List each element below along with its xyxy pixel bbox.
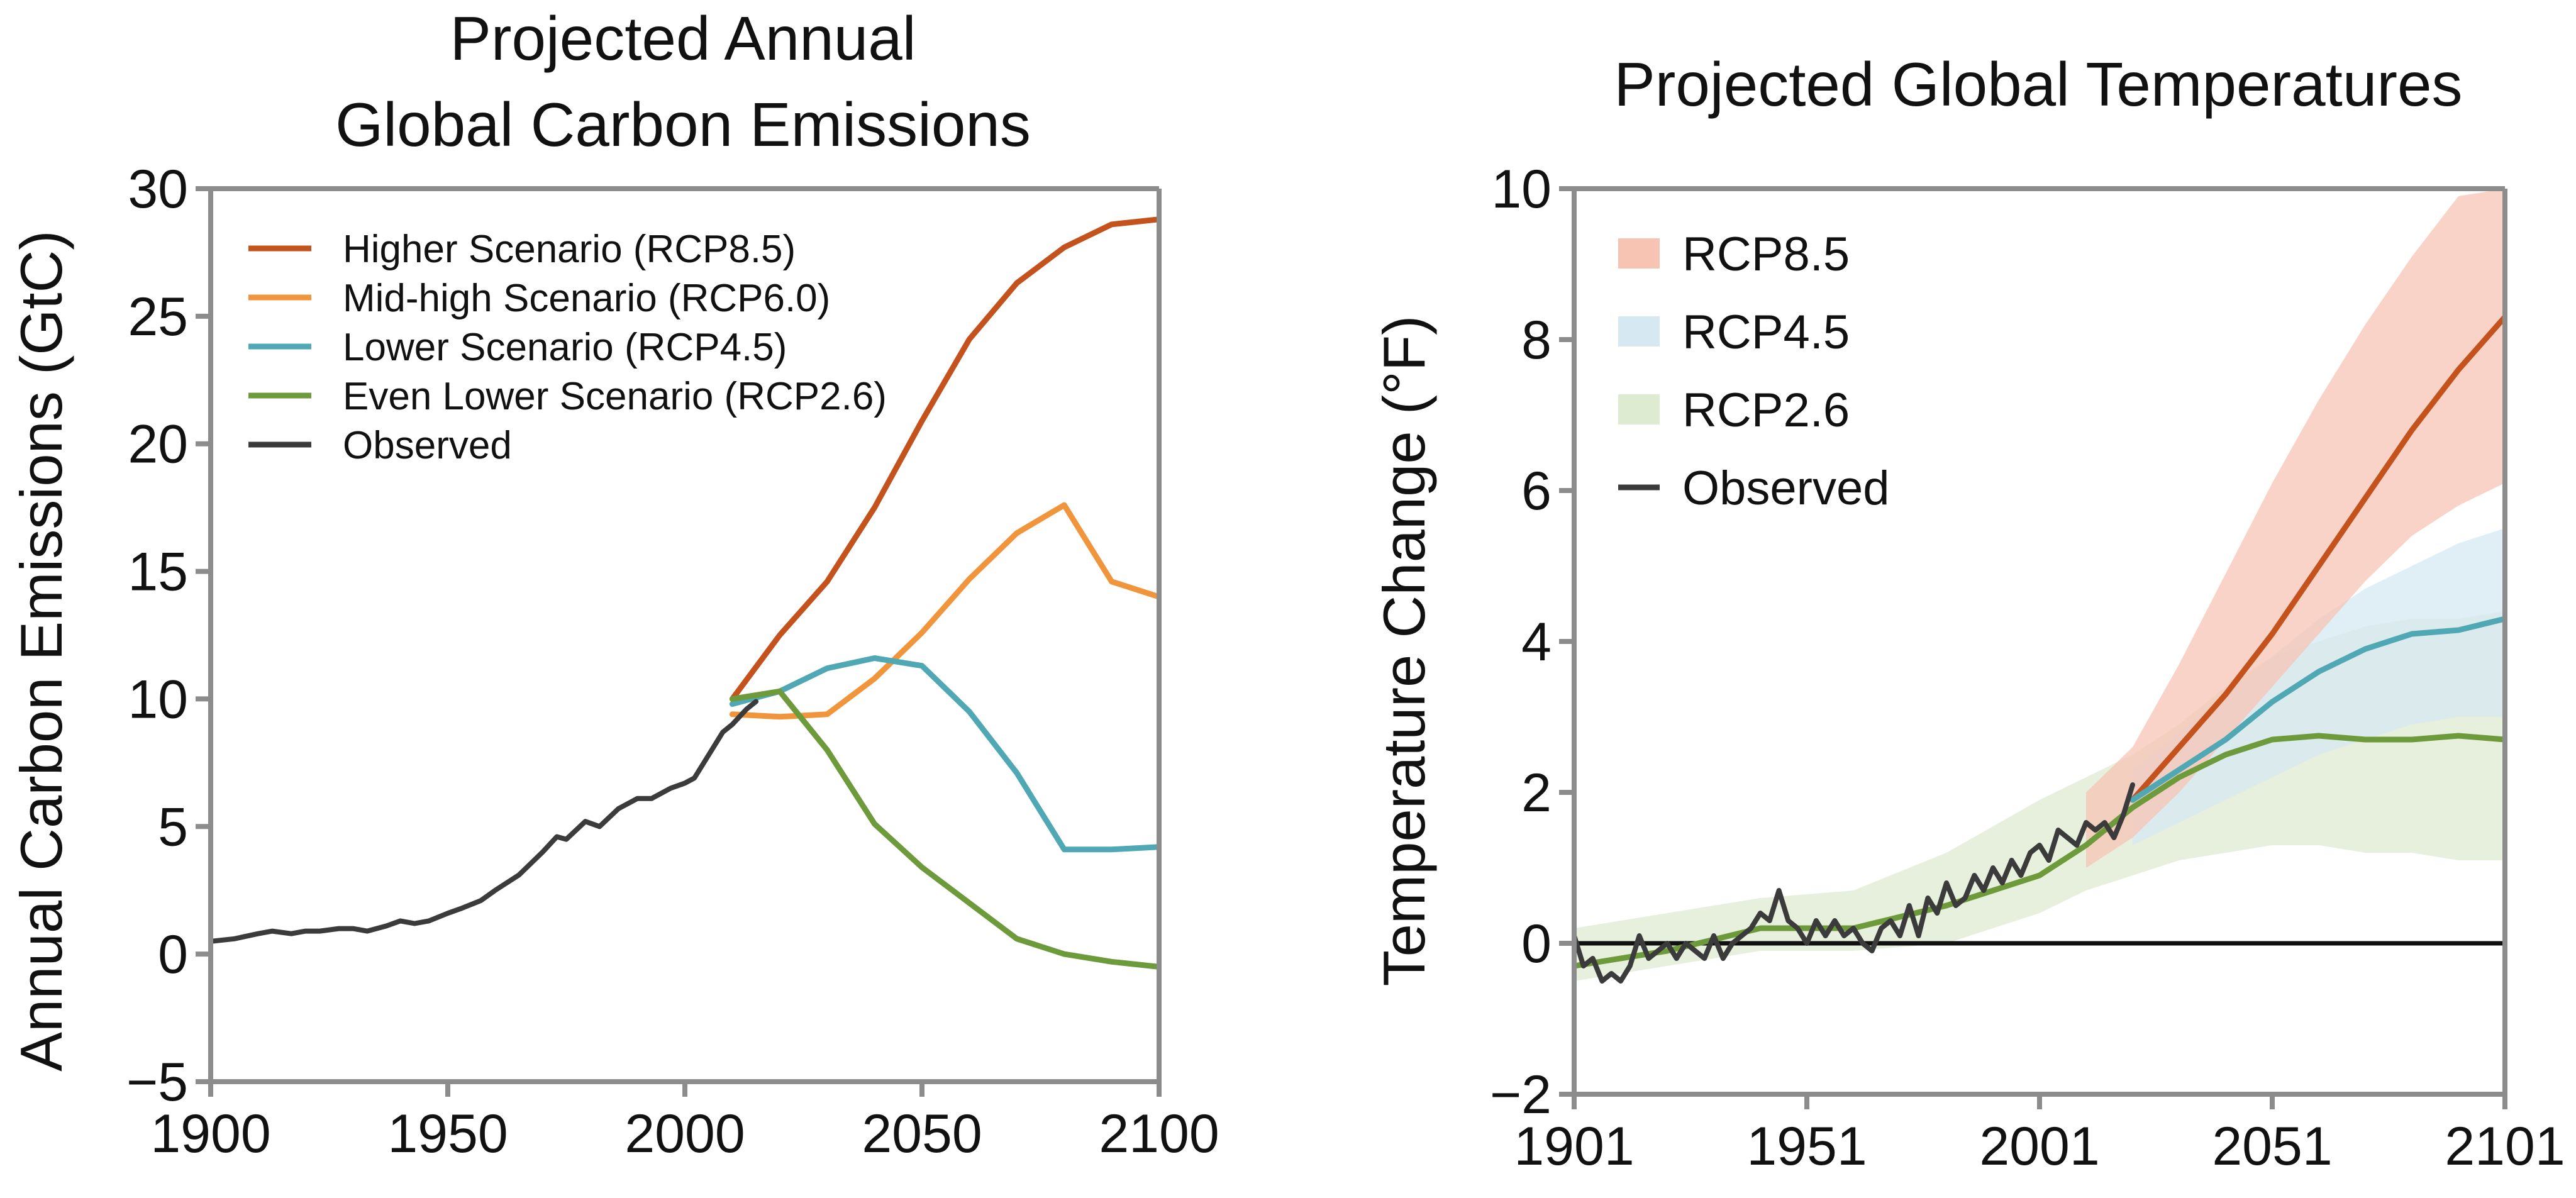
y-tick-label: 30 (128, 159, 188, 219)
series-line-even-lower-scenario-rcp2-6 (729, 688, 1159, 970)
x-tick-label: 1901 (1514, 1116, 1634, 1177)
legend-label-rcp8-5: RCP8.5 (1682, 228, 1850, 281)
temperature-title: Projected Global Temperatures (1614, 50, 2462, 119)
y-tick-label: 15 (128, 542, 188, 602)
legend: RCP8.5 RCP4.5 RCP2.6 Observed (1618, 228, 1890, 515)
legend-label-even-lower-scenario-rcp2-6: Even Lower Scenario (RCP2.6) (343, 375, 887, 418)
x-tick-label: 2100 (1099, 1104, 1219, 1164)
x-tick-label: 2101 (2445, 1116, 2565, 1177)
emissions-chart: Projected Annual Global Carbon Emissions… (8, 4, 1219, 1164)
x-tick-label: 1951 (1746, 1116, 1867, 1177)
y-tick-label: 10 (128, 669, 188, 729)
y-tick-label: 5 (158, 797, 188, 857)
emissions-title-line-1: Projected Annual (450, 4, 916, 73)
emissions-plot-area: −5 0 5 10 15 20 25 30 1900 1950 2000 2050 2100 Higher… (126, 159, 1219, 1164)
series-line-observed (1574, 782, 2135, 984)
series-line-rcp4-5 (2129, 616, 2505, 803)
temperature-plot-area: −2 0 2 4 6 8 10 1901 1951 2001 2051 2101 RCP8.5 RCP4.… (1490, 159, 2565, 1177)
y-tick-label: −2 (1490, 1065, 1552, 1125)
y-tick-label: 0 (158, 924, 188, 985)
legend-label-mid-high-scenario-rcp6-0: Mid-high Scenario (RCP6.0) (343, 277, 830, 320)
legend-label-rcp2-6: RCP2.6 (1682, 384, 1850, 437)
series-line-rcp8-5 (2129, 314, 2505, 803)
y-tick-label: 8 (1521, 310, 1552, 370)
x-tick-label: 1900 (150, 1104, 270, 1164)
legend-label-lower-scenario-rcp4-5: Lower Scenario (RCP4.5) (343, 326, 787, 369)
legend-swatch-rcp4-5 (1618, 316, 1660, 347)
band-rcp8-5 (2086, 189, 2505, 868)
series-line-higher-scenario-rcp8-5 (729, 216, 1159, 702)
x-tick-label: 2051 (2212, 1116, 2332, 1177)
plot-clip-group (211, 216, 1159, 970)
y-tick-label: 2 (1521, 763, 1552, 823)
temperature-chart: Projected Global Temperatures Temperatur… (1371, 50, 2565, 1177)
x-tick-label: 2000 (625, 1104, 745, 1164)
legend-label-observed: Observed (343, 424, 512, 467)
y-tick-label: −5 (126, 1052, 188, 1112)
y-tick-label: 10 (1491, 159, 1552, 219)
x-tick-label: 2001 (1979, 1116, 2099, 1177)
temperature-y-axis-label: Temperature Change (°F) (1371, 316, 1437, 987)
x-tick-label: 1950 (387, 1104, 508, 1164)
legend-swatch-rcp8-5 (1618, 238, 1660, 269)
legend-label-rcp4-5: RCP4.5 (1682, 306, 1850, 359)
legend: Higher Scenario (RCP8.5) Mid-high Scenari… (248, 228, 887, 467)
plot-clip-group (1574, 189, 2505, 984)
y-tick-label: 6 (1521, 461, 1552, 521)
series-line-mid-high-scenario-rcp6-0 (729, 502, 1159, 720)
x-tick-label: 2050 (862, 1104, 982, 1164)
legend-swatch-rcp2-6 (1618, 394, 1660, 424)
series-line-lower-scenario-rcp4-5 (729, 655, 1159, 853)
y-tick-label: 20 (128, 414, 188, 475)
legend-label-observed: Observed (1682, 462, 1890, 515)
band-rcp4-5 (2133, 528, 2505, 845)
series-line-observed (211, 699, 759, 944)
y-tick-label: 4 (1521, 612, 1552, 672)
y-tick-label: 0 (1521, 914, 1552, 974)
emissions-y-axis-label: Annual Carbon Emissions (GtC) (8, 230, 74, 1071)
legend-label-higher-scenario-rcp8-5: Higher Scenario (RCP8.5) (343, 228, 796, 271)
series-line-rcp2-6 (1574, 733, 2505, 969)
y-tick-label: 25 (128, 287, 188, 347)
emissions-title-line-2: Global Carbon Emissions (335, 90, 1031, 159)
